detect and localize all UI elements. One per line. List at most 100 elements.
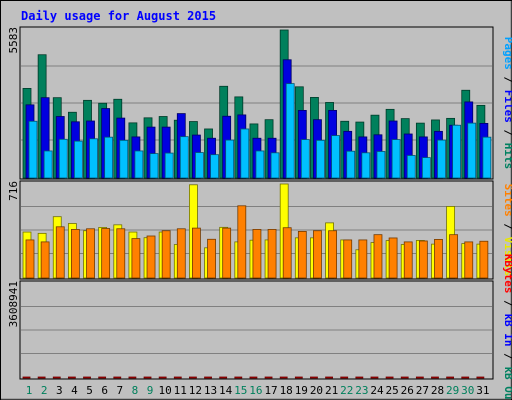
bar-kbytes-day-4 <box>67 376 76 379</box>
bar-pages-day-23 <box>361 152 371 179</box>
x-label-day-1: 1 <box>26 384 33 397</box>
bar-kbytes-day-3 <box>52 376 61 379</box>
bar-pages-day-24 <box>376 151 386 179</box>
legend-label-kb-in: kB In <box>502 313 512 346</box>
x-label-day-26: 26 <box>401 384 414 397</box>
bar-pages-day-5 <box>89 138 98 179</box>
bar-kbytes-day-17 <box>264 376 273 379</box>
bar-kbytes-day-8 <box>128 376 137 379</box>
panel-3-legend: KBytes / kB In / kB Out <box>502 254 512 400</box>
bar-kbytes-day-20 <box>310 376 318 379</box>
x-label-day-25: 25 <box>385 384 398 397</box>
bar-pages-day-22 <box>346 150 356 179</box>
x-axis-labels: 1 2 3 4 5 6 7 8 9 10 11 12 13 14 15 16 17 18 19 20 21 22 23 24 2… <box>26 384 490 397</box>
bar-sites-day-1 <box>25 239 35 279</box>
x-label-day-2: 2 <box>41 384 48 397</box>
x-label-day-21: 21 <box>325 384 338 397</box>
x-label-day-19: 19 <box>295 384 308 397</box>
bar-pages-day-4 <box>73 140 83 179</box>
bar-kbytes-day-24 <box>370 376 379 379</box>
x-label-day-13: 13 <box>204 384 217 397</box>
x-label-day-31: 31 <box>476 384 489 397</box>
x-label-day-17: 17 <box>264 384 277 397</box>
legend-label-kb-out: kB Out <box>502 366 512 400</box>
bar-kbytes-day-7 <box>113 376 122 379</box>
bar-kbytes-day-1 <box>22 376 31 379</box>
bar-pages-day-17 <box>270 152 280 179</box>
bar-sites-day-5 <box>86 228 95 279</box>
x-label-day-24: 24 <box>370 384 384 397</box>
bar-sites-day-6 <box>101 228 111 279</box>
bar-kbytes-day-9 <box>143 376 152 379</box>
bar-sites-day-30 <box>464 241 474 279</box>
bar-pages-day-10 <box>164 152 174 179</box>
bar-kbytes-day-14 <box>219 376 228 379</box>
x-label-day-22: 22 <box>340 384 353 397</box>
bar-kbytes-day-30 <box>461 376 470 379</box>
legend-label-visits: Visits <box>502 237 512 277</box>
legend-label-sites: Sites <box>502 184 512 217</box>
x-label-day-27: 27 <box>416 384 429 397</box>
legend-separator: / <box>502 217 512 237</box>
bar-pages-day-25 <box>391 139 401 179</box>
bar-kbytes-day-26 <box>400 376 409 379</box>
bar-kbytes-day-18 <box>279 376 288 379</box>
bar-sites-day-4 <box>70 229 80 279</box>
legend-label-pages: Pages <box>502 37 512 70</box>
bar-kbytes-day-28 <box>431 376 439 379</box>
bar-pages-day-2 <box>43 150 53 179</box>
bar-pages-day-16 <box>255 150 265 179</box>
x-label-day-15: 15 <box>234 384 247 397</box>
bar-sites-day-7 <box>116 228 126 279</box>
bar-pages-day-15 <box>240 128 250 179</box>
bar-kbytes-day-19 <box>294 376 303 379</box>
legend-separator: / <box>502 70 512 90</box>
bar-pages-day-31 <box>482 136 492 179</box>
bar-kbytes-day-12 <box>189 376 197 379</box>
x-label-day-12: 12 <box>189 384 202 397</box>
bar-pages-day-3 <box>58 138 68 179</box>
bar-pages-day-9 <box>149 153 159 179</box>
x-label-day-9: 9 <box>147 384 154 397</box>
legend-separator: / <box>502 123 512 143</box>
bar-pages-day-7 <box>119 139 129 179</box>
legend-label-hits: Hits <box>502 143 512 170</box>
bar-kbytes-day-29 <box>446 376 455 379</box>
x-label-day-20: 20 <box>310 384 323 397</box>
panel-1-ymax-label: 5583 <box>7 27 20 54</box>
bar-pages-day-29 <box>452 124 462 179</box>
bar-kbytes-day-6 <box>98 376 107 379</box>
x-label-day-6: 6 <box>101 384 108 397</box>
bar-kbytes-day-5 <box>83 376 91 379</box>
bar-sites-day-8 <box>131 238 141 279</box>
x-label-day-11: 11 <box>174 384 187 397</box>
bar-pages-day-14 <box>225 139 235 179</box>
bar-pages-day-18 <box>285 83 295 179</box>
bar-sites-day-20 <box>313 230 322 279</box>
bar-kbytes-day-11 <box>173 376 182 379</box>
legend-label-files: Files <box>502 90 512 123</box>
right-legends: Pages / Files / Hits Sites / VisitsKBytes… <box>502 37 512 400</box>
bar-sites-day-23 <box>358 239 368 279</box>
bar-kbytes-day-15 <box>234 376 243 379</box>
bar-pages-day-28 <box>437 139 446 179</box>
bar-pages-day-27 <box>421 157 431 179</box>
bar-pages-day-11 <box>179 136 189 179</box>
bar-sites-day-10 <box>161 230 171 279</box>
bar-sites-day-27 <box>418 240 428 279</box>
bar-sites-day-15 <box>237 205 247 279</box>
x-label-day-7: 7 <box>116 384 123 397</box>
x-label-day-30: 30 <box>461 384 474 397</box>
bar-sites-day-17 <box>267 229 277 279</box>
x-label-day-8: 8 <box>132 384 139 397</box>
bar-kbytes-day-25 <box>385 376 394 379</box>
bar-sites-day-3 <box>55 226 65 279</box>
bar-sites-day-28 <box>434 239 443 279</box>
chart-title: Daily usage for August 2015 <box>21 9 216 23</box>
x-label-day-23: 23 <box>355 384 368 397</box>
x-label-day-29: 29 <box>446 384 459 397</box>
bar-pages-day-26 <box>406 155 416 179</box>
bar-sites-day-25 <box>388 237 398 279</box>
